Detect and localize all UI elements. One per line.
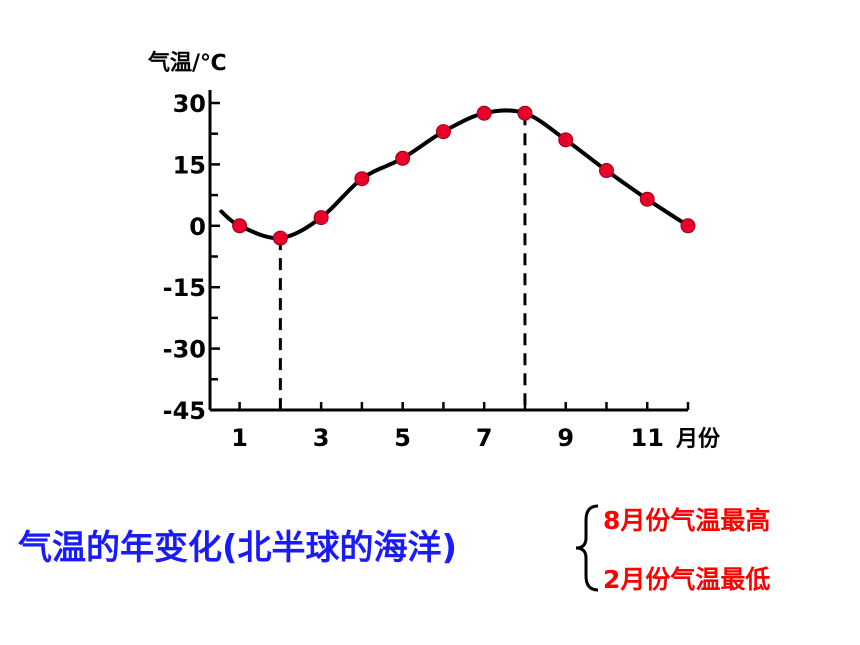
brace-icon [575, 504, 599, 592]
x-axis-label: 月份 [675, 427, 721, 452]
y-tick-label: 15 [173, 151, 206, 179]
data-point-month-11 [639, 191, 655, 207]
data-point-month-4 [354, 171, 370, 187]
y-tick-label: -30 [163, 336, 206, 364]
x-tick-label: 9 [557, 424, 574, 452]
note-min-temperature: 2月份气温最低 [603, 565, 771, 594]
x-tick-label: 7 [476, 424, 493, 452]
temperature-chart: -45 -30 -15 0 15 30 1 3 5 7 9 11 气温/℃ 月份 [147, 50, 721, 452]
x-tick-label: 1 [231, 424, 248, 452]
data-point-month-3 [313, 210, 329, 226]
data-point-month-9 [558, 132, 574, 148]
data-point-month-12 [680, 218, 696, 234]
y-tick-label: 30 [173, 90, 206, 118]
temperature-curve [219, 108, 690, 241]
chart-axes [208, 90, 690, 412]
note-max-temperature: 8月份气温最高 [603, 506, 771, 535]
chart-caption: 气温的年变化(北半球的海洋) [18, 528, 458, 568]
x-tick-label: 3 [313, 424, 330, 452]
data-point-month-8 [517, 105, 533, 121]
reference-lines [278, 113, 527, 410]
y-tick-label: -15 [163, 274, 206, 302]
y-tick-labels: -45 -30 -15 0 15 30 [163, 90, 206, 425]
data-point-month-1 [232, 218, 248, 234]
data-points [232, 105, 696, 246]
x-tick-labels: 1 3 5 7 9 11 [231, 424, 664, 452]
data-point-month-6 [435, 124, 451, 140]
x-tick-label: 11 [631, 424, 664, 452]
data-point-month-2 [272, 230, 288, 246]
y-tick-label: -45 [163, 397, 206, 425]
data-point-month-5 [395, 150, 411, 166]
data-point-month-10 [598, 163, 614, 179]
y-tick-label: 0 [189, 213, 206, 241]
x-tick-label: 5 [394, 424, 411, 452]
data-point-month-7 [476, 105, 492, 121]
y-axis-label: 气温/℃ [147, 50, 227, 76]
